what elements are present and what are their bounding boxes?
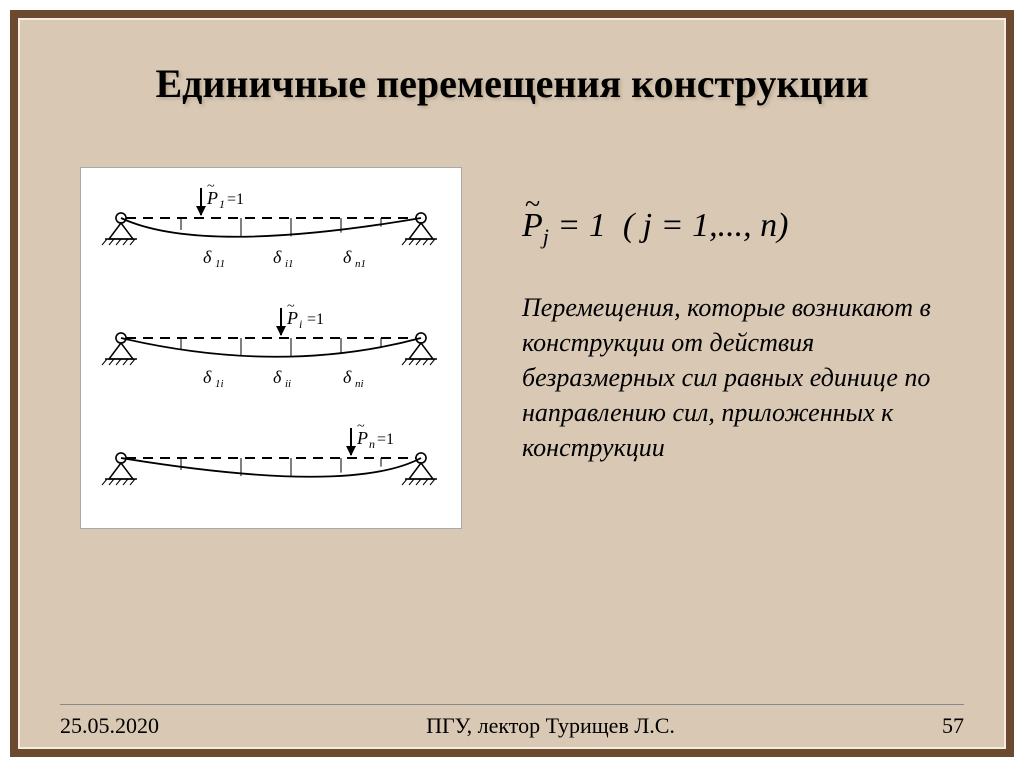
svg-text:P: P: [356, 428, 368, 448]
right-column: ~Pj = 1 ( j = 1,..., n) Перемещения, кот…: [522, 207, 964, 465]
equation: ~Pj = 1 ( j = 1,..., n): [522, 207, 964, 250]
svg-text:δ: δ: [343, 367, 352, 387]
svg-text:11: 11: [215, 258, 225, 270]
svg-text:1i: 1i: [215, 378, 224, 390]
svg-text:1: 1: [219, 197, 225, 211]
inner-frame: Единичные перемещения конструкции ~P1=1δ…: [18, 18, 1006, 749]
svg-text:=1: =1: [227, 191, 244, 208]
description-text: Перемещения, которые возникают в констру…: [522, 290, 964, 465]
beam-diagrams: ~P1=1δ11δi1δn1~Pi=1δ1iδiiδni~Pn=1: [80, 167, 462, 529]
svg-text:i1: i1: [285, 258, 294, 270]
outer-frame: Единичные перемещения конструкции ~P1=1δ…: [10, 10, 1014, 757]
footer-page: 57: [942, 713, 964, 739]
svg-text:P: P: [286, 308, 298, 328]
svg-text:ii: ii: [285, 378, 291, 390]
svg-text:n: n: [369, 437, 375, 451]
svg-text:i: i: [299, 317, 302, 331]
svg-text:δ: δ: [273, 367, 282, 387]
svg-text:P: P: [206, 188, 218, 208]
footer: 25.05.2020 ПГУ, лектор Турищев Л.С. 57: [60, 704, 964, 739]
svg-text:=1: =1: [307, 311, 324, 328]
page-title: Единичные перемещения конструкции: [20, 60, 1004, 107]
svg-text:δ: δ: [343, 247, 352, 267]
svg-text:δ: δ: [203, 247, 212, 267]
svg-text:=1: =1: [377, 431, 394, 448]
footer-date: 25.05.2020: [60, 713, 159, 739]
svg-text:n1: n1: [355, 258, 366, 270]
svg-text:δ: δ: [203, 367, 212, 387]
svg-text:ni: ni: [355, 378, 364, 390]
content-row: ~P1=1δ11δi1δn1~Pi=1δ1iδiiδni~Pn=1 ~Pj = …: [20, 167, 1004, 529]
footer-center: ПГУ, лектор Турищев Л.С.: [159, 713, 942, 739]
svg-text:δ: δ: [273, 247, 282, 267]
